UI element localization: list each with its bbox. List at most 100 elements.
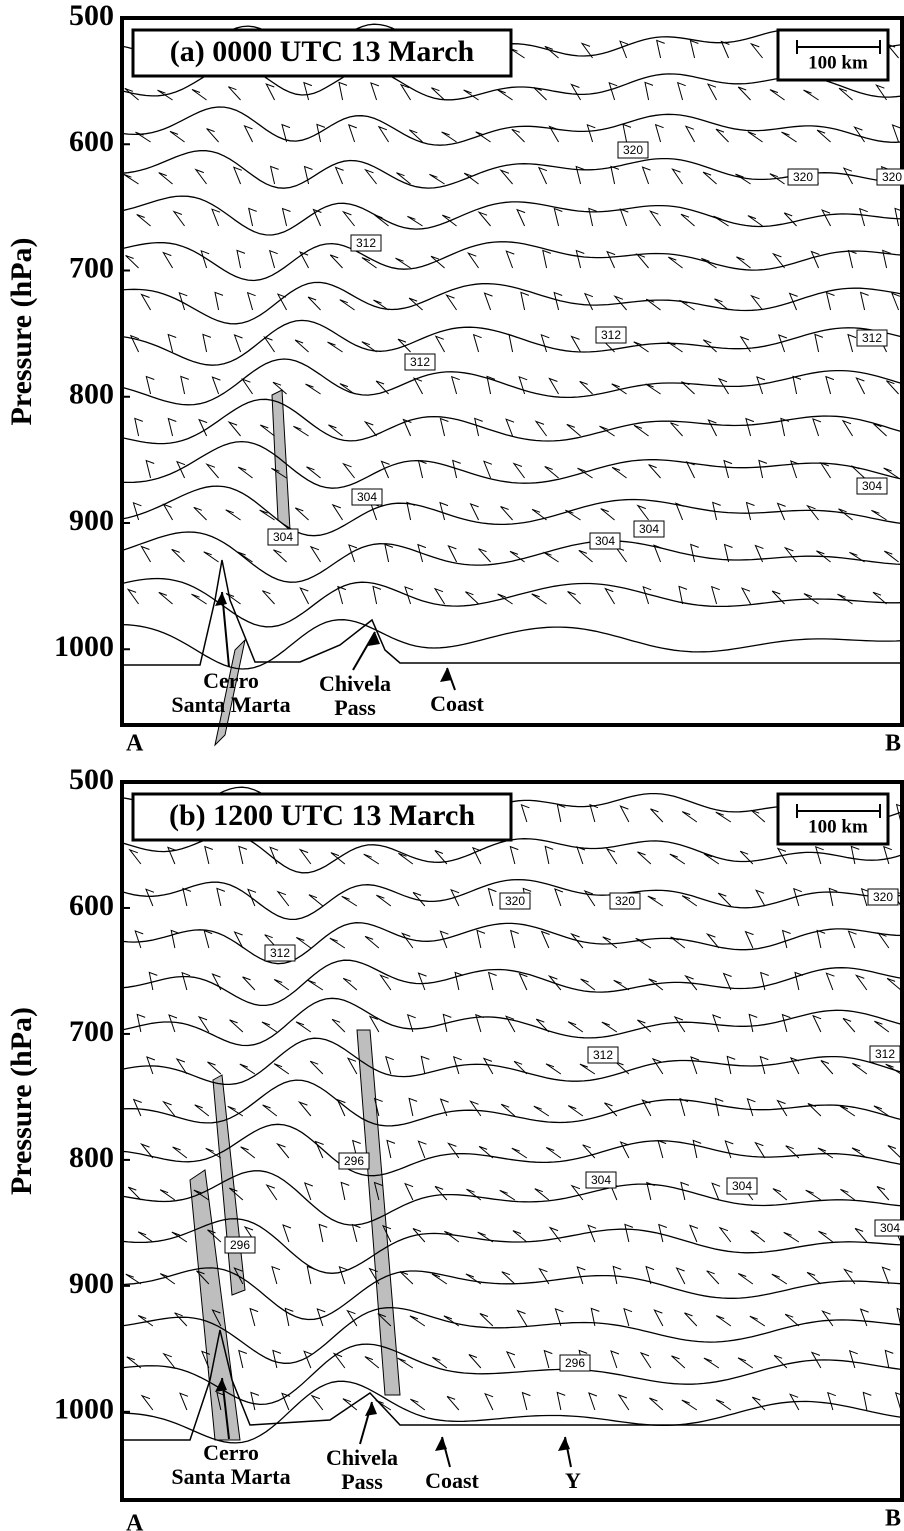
wind-barb [268, 249, 278, 269]
wind-barb [635, 937, 652, 949]
wind-barb [860, 887, 870, 907]
wind-barb [175, 1057, 188, 1075]
wind-barb [346, 1057, 358, 1075]
wind-barb [338, 81, 348, 101]
scale-bar [796, 40, 881, 54]
isentrope [121, 922, 903, 965]
wind-barb [364, 1356, 380, 1369]
title-box [131, 28, 513, 78]
wind-barb [198, 418, 208, 437]
wind-barb [789, 460, 799, 479]
wind-barb [178, 291, 188, 311]
wind-barb [227, 420, 241, 437]
wind-barb [385, 1055, 394, 1075]
wind-barb [717, 892, 732, 907]
wind-barb [538, 1267, 550, 1285]
wind-barb [771, 590, 785, 605]
wind-barb [259, 509, 275, 521]
wind-barb [635, 253, 649, 269]
wind-barb [233, 931, 244, 949]
plot-frame [120, 16, 904, 727]
wind-barb [544, 45, 559, 59]
wind-barb [713, 215, 729, 227]
wind-barb [463, 89, 479, 101]
wind-barb [737, 1273, 754, 1285]
wind-barb [653, 544, 663, 563]
wind-barb [874, 1020, 890, 1033]
contour-label: 320 [615, 894, 635, 908]
wind-barb [375, 1399, 392, 1411]
wind-barb [379, 974, 392, 991]
wind-barb [679, 1097, 689, 1117]
wind-barb [604, 1102, 618, 1117]
wind-barb [667, 256, 683, 269]
contour-label: 304 [595, 534, 615, 548]
wind-barb [337, 585, 347, 605]
wind-barb [373, 299, 389, 311]
wind-barb [772, 1188, 788, 1201]
panel: 500 600 700 800 900 1000 Pressure (hPa) (a) 000… [5, 0, 904, 757]
wind-barb [478, 548, 491, 563]
wind-barb [807, 1103, 822, 1117]
wind-barb [140, 1394, 154, 1411]
wind-barb [429, 173, 445, 185]
wind-barb [825, 375, 835, 395]
wind-barb [842, 167, 854, 185]
wind-barb [306, 1265, 316, 1285]
isentrope [121, 1306, 903, 1364]
wind-barb [233, 1267, 244, 1285]
wind-barb [671, 1355, 686, 1369]
wind-barb [715, 1315, 732, 1327]
wind-barb [576, 846, 586, 865]
wind-barb [556, 1391, 566, 1411]
plot-frame [120, 780, 904, 1502]
y-tick-label: 900 [69, 504, 114, 537]
y-axis-label: Pressure (hPa) [5, 1007, 38, 1195]
wind-barb [487, 971, 497, 991]
wind-barb [814, 333, 824, 353]
wind-barb [340, 1181, 350, 1201]
wind-barb [125, 1273, 142, 1285]
y-tick-label: 600 [69, 889, 114, 922]
wind-barb [200, 1350, 211, 1369]
wind-barb [754, 544, 764, 563]
wind-barb [520, 803, 530, 823]
annotation: Chivela [319, 671, 391, 696]
wind-barb [513, 1060, 528, 1075]
wind-barb [158, 172, 173, 185]
wind-barb [504, 1015, 516, 1033]
wind-barb [512, 1230, 528, 1243]
y-tick-label: 1000 [54, 1393, 114, 1426]
wind-barb [265, 1184, 278, 1201]
wind-barb [431, 1273, 448, 1285]
wind-barb [211, 208, 221, 227]
wind-barb [329, 254, 343, 269]
wind-barb [819, 461, 831, 479]
contour-label: 320 [505, 894, 525, 908]
wind-barb [396, 172, 411, 185]
wind-barb [476, 929, 486, 949]
wind-barb [604, 587, 615, 605]
wind-barb [136, 1013, 146, 1033]
wind-barb [509, 550, 525, 563]
contour-label-box [589, 532, 621, 550]
wind-barb [776, 502, 786, 521]
wind-barb [158, 591, 173, 605]
wind-barb [238, 845, 248, 865]
wind-barb [611, 466, 627, 479]
wind-barb [788, 1393, 800, 1411]
wind-barb [447, 544, 458, 563]
scale-label: 100 km [808, 52, 868, 73]
wind-barb [364, 935, 380, 949]
contour-label-box [587, 1046, 619, 1064]
wind-barb [633, 424, 649, 437]
wind-barb [259, 424, 275, 437]
wind-barb [341, 895, 358, 907]
wind-barb [239, 1063, 256, 1075]
wind-barb [505, 1350, 516, 1369]
wind-barb [479, 1313, 494, 1327]
wind-barb [465, 1273, 482, 1285]
wind-barb [637, 1019, 652, 1033]
isentrope [121, 577, 903, 628]
wind-barb [714, 298, 729, 311]
